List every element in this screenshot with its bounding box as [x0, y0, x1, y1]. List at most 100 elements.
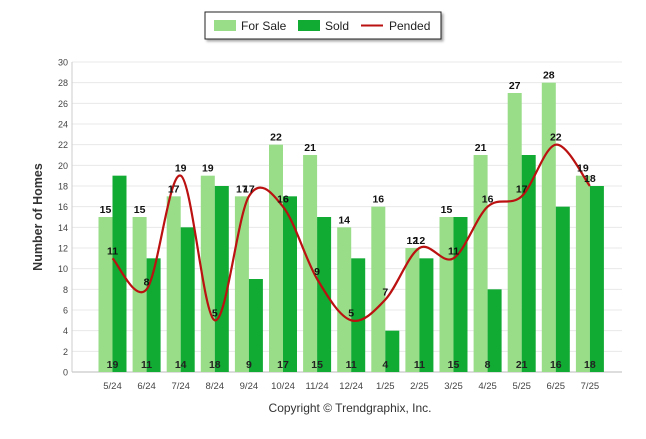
- data-label-sold: 4: [382, 359, 388, 371]
- x-tick-label: 7/25: [581, 381, 600, 392]
- y-tick-label: 28: [58, 78, 68, 88]
- x-tick-label: 7/24: [171, 381, 190, 392]
- data-label-pended: 16: [277, 194, 289, 206]
- data-label-for-sale: 19: [202, 163, 214, 175]
- y-tick-label: 24: [58, 120, 68, 130]
- bar-for-sale: [473, 155, 488, 372]
- data-label-sold: 11: [141, 359, 152, 371]
- x-tick-label: 3/25: [444, 381, 463, 392]
- bar-sold: [248, 279, 263, 372]
- bar-for-sale: [575, 175, 590, 372]
- pended-line-group: [111, 143, 591, 323]
- legend-label-pended: Pended: [389, 19, 430, 33]
- bar-sold: [453, 217, 468, 372]
- x-tick-label: 6/25: [547, 381, 566, 392]
- data-label-sold: 8: [485, 359, 491, 371]
- x-tick-label: 4/25: [478, 381, 497, 392]
- legend-box: [204, 11, 442, 40]
- data-label-for-sale: 17: [168, 183, 180, 195]
- legend-label-for-sale: For Sale: [241, 19, 287, 33]
- bar-for-sale: [200, 175, 215, 372]
- bar-sold: [214, 186, 229, 372]
- data-label-pended: 22: [550, 132, 562, 144]
- x-tick-label: 2/25: [410, 381, 429, 392]
- data-label-sold: 17: [277, 359, 289, 371]
- data-label-sold: 9: [246, 359, 252, 371]
- bar-sold: [283, 196, 297, 372]
- data-label-pended: 17: [516, 183, 528, 195]
- bar-for-sale: [405, 248, 420, 372]
- bar-for-sale: [371, 206, 386, 372]
- x-tick-label: 5/25: [512, 381, 531, 392]
- legend: For Sale Sold Pended: [204, 11, 442, 40]
- y-tick-label: 18: [58, 182, 68, 192]
- data-label-sold: 11: [414, 359, 425, 371]
- x-tick-label: 6/24: [137, 381, 156, 392]
- bar-sold: [146, 258, 161, 372]
- y-tick-label: 22: [58, 140, 68, 150]
- data-label-for-sale: 27: [509, 80, 521, 92]
- bar-sold: [589, 186, 604, 372]
- data-label-pended: 11: [107, 245, 118, 257]
- data-label-for-sale: 19: [577, 163, 589, 175]
- data-label-sold: 21: [516, 359, 528, 371]
- data-label-pended: 18: [584, 173, 596, 185]
- bars-group: [98, 82, 604, 373]
- bar-sold: [555, 206, 570, 372]
- bar-sold: [521, 155, 536, 372]
- bar-sold: [112, 175, 127, 372]
- data-label-pended: 5: [348, 307, 354, 319]
- data-label-pended: 8: [144, 276, 150, 288]
- bar-for-sale: [439, 217, 454, 372]
- bar-sold: [487, 289, 502, 372]
- data-labels: 1519151117141918179221721151411164121115…: [100, 70, 596, 371]
- y-tick-label: 14: [58, 223, 68, 233]
- bar-for-sale: [541, 82, 556, 373]
- x-tick-label: 9/24: [240, 381, 259, 392]
- bar-for-sale: [98, 217, 113, 372]
- data-label-for-sale: 21: [304, 142, 316, 154]
- data-label-sold: 18: [209, 359, 221, 371]
- data-label-sold: 14: [175, 359, 187, 371]
- data-label-sold: 15: [311, 359, 323, 371]
- bar-for-sale: [269, 144, 283, 372]
- y-tick-label: 8: [63, 285, 68, 295]
- y-tick-label: 6: [63, 306, 68, 316]
- y-tick-label: 10: [58, 264, 68, 274]
- bar-sold: [180, 227, 195, 372]
- data-label-for-sale: 15: [441, 204, 453, 216]
- legend-swatch-sold: [298, 20, 320, 31]
- data-label-pended: 11: [448, 245, 459, 257]
- pended-line: [111, 143, 591, 323]
- y-tick-label: 30: [58, 58, 68, 68]
- x-tick-label: 1/25: [376, 381, 395, 392]
- y-tick-label: 26: [58, 99, 68, 109]
- bar-sold: [317, 217, 332, 372]
- data-label-sold: 15: [448, 359, 460, 371]
- copyright-footer: Copyright © Trendgraphix, Inc.: [269, 401, 432, 415]
- x-tick-label: 10/24: [271, 381, 295, 392]
- data-label-pended: 16: [482, 194, 494, 206]
- data-label-pended: 5: [212, 307, 218, 319]
- legend-swatch-for-sale: [214, 20, 236, 31]
- data-label-for-sale: 15: [100, 204, 112, 216]
- bar-for-sale: [234, 196, 249, 372]
- x-axis-ticks: 5/24 6/24 7/24 8/24 9/24 10/24 11/24 12/24 1/25 2…: [103, 381, 599, 392]
- x-tick-label: 12/24: [339, 381, 363, 392]
- data-label-pended: 7: [382, 287, 388, 299]
- data-label-for-sale: 14: [338, 214, 350, 226]
- bar-for-sale: [166, 196, 181, 372]
- data-label-sold: 18: [584, 359, 596, 371]
- y-tick-label: 16: [58, 202, 68, 212]
- data-label-sold: 16: [550, 359, 562, 371]
- bar-sold: [351, 258, 366, 372]
- y-tick-label: 2: [63, 347, 68, 357]
- data-label-for-sale: 16: [372, 194, 384, 206]
- data-label-for-sale: 21: [475, 142, 487, 154]
- data-label-for-sale: 17: [236, 183, 248, 195]
- x-tick-label: 8/24: [206, 381, 225, 392]
- bar-sold: [419, 258, 434, 372]
